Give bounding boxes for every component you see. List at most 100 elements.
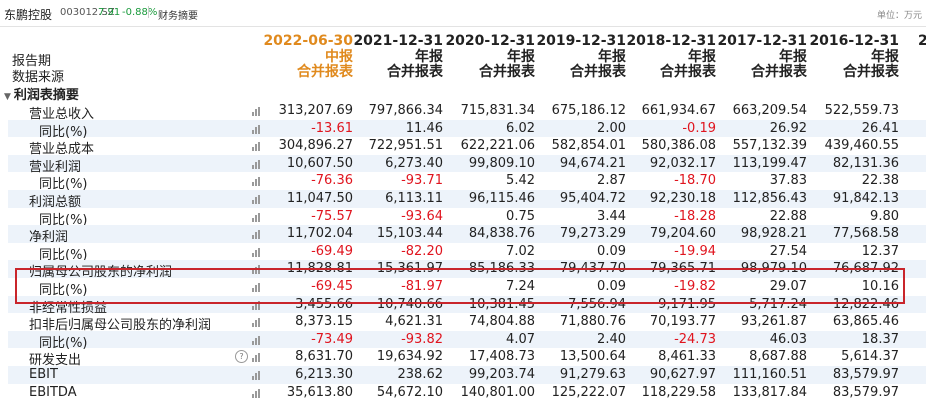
bar-chart-icon[interactable] bbox=[252, 159, 260, 169]
bar-chart-icon[interactable] bbox=[252, 335, 260, 345]
bar-chart-icon[interactable] bbox=[252, 283, 260, 292]
cell-value: 11.46 bbox=[405, 120, 443, 136]
report-period-text: 报告期 bbox=[12, 54, 52, 69]
bar-chart-icon[interactable] bbox=[252, 212, 260, 222]
column-header[interactable]: 2 bbox=[918, 33, 926, 50]
cell-value: 661,934.67 bbox=[641, 103, 716, 118]
table-row: 同比(%) -69.49 -82.20 7.02 0.09 -19.94 27.54 12.3… bbox=[8, 243, 926, 263]
column-header-type: 年报 bbox=[871, 48, 899, 65]
data-source-text: 数据来源 bbox=[12, 70, 65, 85]
table-row: EBITDA 35,613.80 54,672.10 140,801.00 125,22… bbox=[8, 384, 926, 402]
stock-code: 003012.SZ bbox=[60, 7, 115, 18]
cell-value: 63,865.46 bbox=[832, 314, 899, 330]
bar-chart-icon[interactable] bbox=[252, 124, 260, 134]
cell-value: 0.09 bbox=[597, 279, 626, 294]
bar-chart-icon[interactable] bbox=[252, 318, 260, 328]
column-header-source: 合并报表 bbox=[479, 64, 535, 80]
cell-value: 95,404.72 bbox=[559, 191, 626, 206]
cell-value: 112,856.43 bbox=[732, 191, 807, 206]
cell-value: 92,230.18 bbox=[649, 191, 716, 206]
cell-value: 91,842.13 bbox=[832, 191, 899, 206]
cell-value: 27.54 bbox=[769, 243, 807, 259]
cell-value: 125,222.07 bbox=[551, 384, 626, 400]
cell-value: 93,261.87 bbox=[740, 314, 807, 330]
column-header[interactable]: 2021-12-31 年报 合并报表 bbox=[353, 33, 443, 81]
column-header[interactable]: 2018-12-31 年报 合并报表 bbox=[626, 33, 716, 81]
column-header-date: 2016-12-31 bbox=[809, 33, 899, 49]
cell-value: 557,132.39 bbox=[732, 138, 807, 154]
cell-value: 2.00 bbox=[597, 120, 626, 136]
column-header-type: 中报 bbox=[325, 48, 353, 65]
row-label: 同比(%) bbox=[39, 283, 88, 298]
table-row: 营业总收入 313,207.69 797,866.34 715,831.34 675,1… bbox=[8, 102, 926, 122]
divider bbox=[148, 6, 149, 18]
cell-value: -19.82 bbox=[674, 279, 716, 294]
column-header-date: 2017-12-31 bbox=[717, 33, 807, 49]
cell-value: 663,209.54 bbox=[732, 103, 807, 118]
table-row: 同比(%) -13.61 11.46 6.02 2.00 -0.19 26.92 26.41 bbox=[8, 119, 926, 140]
row-label: 净利润 bbox=[29, 230, 69, 246]
bar-chart-icon[interactable] bbox=[252, 107, 260, 116]
column-header-source: 合并报表 bbox=[660, 64, 716, 80]
bar-chart-icon[interactable] bbox=[252, 353, 260, 363]
cell-value: 6.02 bbox=[506, 120, 535, 136]
cell-value: -76.36 bbox=[311, 173, 353, 189]
cell-value: 17,408.73 bbox=[468, 349, 535, 365]
table-row: 非经常性损益 3,455.66 10,740.66 10,381.45 7,556.94… bbox=[8, 295, 926, 316]
help-icon[interactable]: ? bbox=[235, 350, 248, 364]
section-income-summary[interactable]: ▼ 利润表摘要 bbox=[4, 84, 79, 103]
row-label: 同比(%) bbox=[39, 212, 88, 228]
cell-value: 304,896.27 bbox=[278, 138, 353, 154]
table-row: 同比(%) -75.57 -93.64 0.75 3.44 -18.28 22.88 9.80 bbox=[8, 208, 926, 228]
column-header[interactable]: 2016-12-31 年报 合并报表 bbox=[809, 33, 899, 81]
table-row: EBIT 6,213.30 238.62 99,203.74 91,279.63 90,6… bbox=[8, 366, 926, 384]
cell-value: 5,614.37 bbox=[841, 349, 899, 365]
table-row: 同比(%) -76.36 -93.71 5.42 2.87 -18.70 37.83 22.3… bbox=[8, 172, 926, 192]
cell-value: -93.64 bbox=[401, 208, 443, 224]
column-header-source: 合并报表 bbox=[751, 64, 807, 80]
column-header[interactable]: 2019-12-31 年报 合并报表 bbox=[536, 33, 626, 81]
collapse-triangle-icon[interactable]: ▼ bbox=[4, 92, 11, 102]
cell-value: -18.28 bbox=[674, 208, 716, 224]
column-header-type: 年报 bbox=[779, 48, 807, 65]
cell-value: 6,213.30 bbox=[295, 367, 353, 382]
bar-chart-icon[interactable] bbox=[252, 195, 260, 204]
cell-value: 7,556.94 bbox=[568, 296, 626, 312]
cell-value: 11,047.50 bbox=[286, 191, 353, 206]
row-label: 营业总收入 bbox=[29, 107, 95, 122]
row-label: 营业总成本 bbox=[29, 142, 95, 158]
tab-financial-summary[interactable]: 财务摘要 bbox=[158, 11, 198, 22]
cell-value: 8,631.70 bbox=[295, 349, 353, 365]
cell-value: 118,229.58 bbox=[641, 384, 716, 400]
column-header[interactable]: 2020-12-31 年报 合并报表 bbox=[445, 33, 535, 81]
bar-chart-icon[interactable] bbox=[252, 230, 260, 240]
cell-value: -0.19 bbox=[682, 120, 716, 136]
cell-value: 313,207.69 bbox=[278, 103, 353, 118]
cell-value: 4.07 bbox=[506, 331, 535, 347]
cell-value: 113,199.47 bbox=[732, 155, 807, 171]
cell-value: 7.02 bbox=[506, 243, 535, 259]
cell-value: 46.03 bbox=[769, 331, 807, 347]
column-header-type: 年报 bbox=[507, 48, 535, 65]
cell-value: 111,160.51 bbox=[732, 367, 807, 382]
cell-value: 8,461.33 bbox=[658, 349, 716, 365]
column-header[interactable]: 2017-12-31 年报 合并报表 bbox=[717, 33, 807, 81]
bar-chart-icon[interactable] bbox=[252, 300, 260, 310]
section-title: 利润表摘要 bbox=[13, 88, 79, 103]
bar-chart-icon[interactable] bbox=[252, 142, 260, 152]
row-label: 扣非后归属母公司股东的净利润 bbox=[29, 318, 212, 334]
bar-chart-icon[interactable] bbox=[252, 388, 260, 398]
stock-price: 7.91 bbox=[98, 7, 121, 18]
bar-chart-icon[interactable] bbox=[252, 177, 260, 187]
cell-value: -24.73 bbox=[674, 331, 716, 347]
cell-value: 6,113.11 bbox=[385, 191, 443, 206]
row-label: 营业利润 bbox=[29, 159, 82, 175]
cell-value: 8,373.15 bbox=[295, 314, 353, 330]
row-label: EBIT bbox=[29, 367, 58, 382]
cell-value: 26.41 bbox=[861, 120, 899, 136]
cell-value: 12.37 bbox=[861, 243, 899, 259]
stock-header: 东鹏控股 003012.SZ 7.91 -0.88% 财务摘要 单位：万元 bbox=[0, 0, 926, 27]
column-header[interactable]: 2022-06-30 中报 合并报表 bbox=[263, 33, 353, 81]
bar-chart-icon[interactable] bbox=[252, 371, 260, 380]
bar-chart-icon[interactable] bbox=[252, 247, 260, 257]
